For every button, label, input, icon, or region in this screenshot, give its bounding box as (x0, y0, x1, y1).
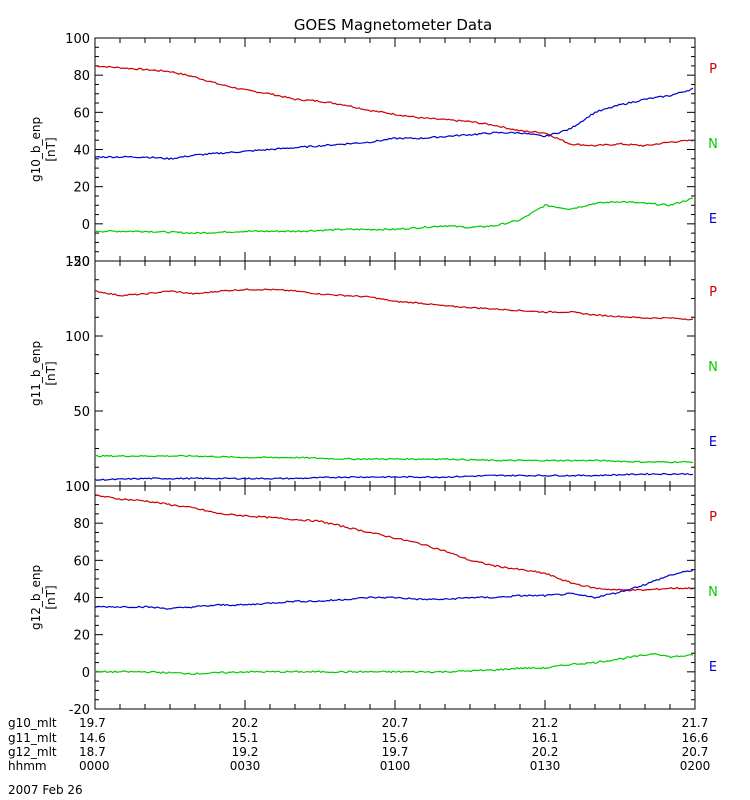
x-row-value: 19.7 (382, 745, 409, 759)
date-label: 2007 Feb 26 (8, 783, 83, 797)
legend-N: N (708, 360, 718, 375)
y-tick-label: 60 (73, 554, 90, 569)
series-line-N (95, 454, 694, 464)
y-tick-label: 0 (82, 666, 90, 681)
x-row-value: 0100 (380, 759, 411, 773)
y-tick-label: 150 (65, 255, 90, 270)
y-tick-label: 50 (73, 405, 90, 420)
x-row-value: 16.6 (682, 731, 709, 745)
x-row-value: 18.7 (79, 745, 106, 759)
x-row-value: 0000 (79, 759, 110, 773)
x-row-value: 20.2 (532, 745, 559, 759)
x-row-label: hhmm (8, 759, 47, 773)
x-row-label: g10_mlt (8, 716, 57, 730)
y-tick-label: 0 (82, 218, 90, 233)
y-tick-label: 20 (73, 629, 90, 644)
legend-P: P (709, 510, 717, 525)
y-tick-label: -20 (69, 703, 90, 718)
y-tick-label: 0 (82, 480, 90, 495)
legend-N: N (708, 137, 718, 152)
y-tick-label: -20 (69, 255, 90, 270)
legend-E: E (709, 212, 717, 227)
x-row-value: 21.2 (532, 716, 559, 730)
x-row-label: g12_mlt (8, 745, 57, 759)
x-row-value: 16.1 (532, 731, 559, 745)
x-row-value: 15.6 (382, 731, 409, 745)
y-axis-title: g10_b_enp (29, 117, 43, 182)
y-tick-label: 40 (73, 592, 90, 607)
x-row-value: 21.7 (682, 716, 709, 730)
x-row-value: 19.2 (232, 745, 259, 759)
y-tick-label: 100 (65, 32, 90, 47)
chart-title: GOES Magnetometer Data (294, 16, 492, 34)
legend-P: P (709, 62, 717, 77)
x-row-value: 20.7 (382, 716, 409, 730)
series-line-E (95, 569, 694, 610)
legend-E: E (709, 660, 717, 675)
y-tick-label: 40 (73, 144, 90, 159)
y-axis-title: g11_b_enp (29, 341, 43, 406)
x-row-value: 15.1 (232, 731, 259, 745)
legend-N: N (708, 585, 718, 600)
legend-P: P (709, 285, 717, 300)
x-row-label: g11_mlt (8, 731, 57, 745)
y-tick-label: 100 (65, 330, 90, 345)
panel-0: -20 0 20 40 60 80 100 g10_b_enp [nT] P N E (29, 32, 718, 270)
series-line-E (95, 472, 694, 481)
x-row-value: 20.7 (682, 745, 709, 759)
x-row-value: 19.7 (79, 716, 106, 730)
x-row-value: 0130 (530, 759, 561, 773)
x-row-value: 0030 (230, 759, 261, 773)
x-row-value: 0200 (680, 759, 711, 773)
y-tick-label: 80 (73, 517, 90, 532)
y-axis-unit: [nT] (44, 137, 58, 161)
y-axis-title: g12_b_enp (29, 565, 43, 630)
series-line-P (95, 493, 694, 592)
series-line-E (95, 87, 694, 161)
series-line-N (95, 652, 694, 676)
x-axis-labels: g10_mlt 19.7 20.2 20.7 21.2 21.7 g11_mlt 14.6 15… (8, 716, 710, 773)
y-axis-unit: [nT] (44, 585, 58, 609)
y-tick-label: 60 (73, 106, 90, 121)
y-axis-unit: [nT] (44, 361, 58, 385)
legend-E: E (709, 435, 717, 450)
x-row-value: 20.2 (232, 716, 259, 730)
panel-1: 0 50 100 150 g11_b_enp [nT] P N E (29, 255, 718, 495)
series-line-P (95, 65, 694, 147)
x-row-value: 14.6 (79, 731, 106, 745)
y-tick-label: 100 (65, 480, 90, 495)
series-line-N (95, 197, 694, 235)
panel-2: -20 0 20 40 60 80 100 g12_b_enp [nT] P N E (29, 480, 718, 718)
y-tick-label: 20 (73, 181, 90, 196)
y-tick-label: 80 (73, 69, 90, 84)
series-line-P (95, 288, 694, 321)
